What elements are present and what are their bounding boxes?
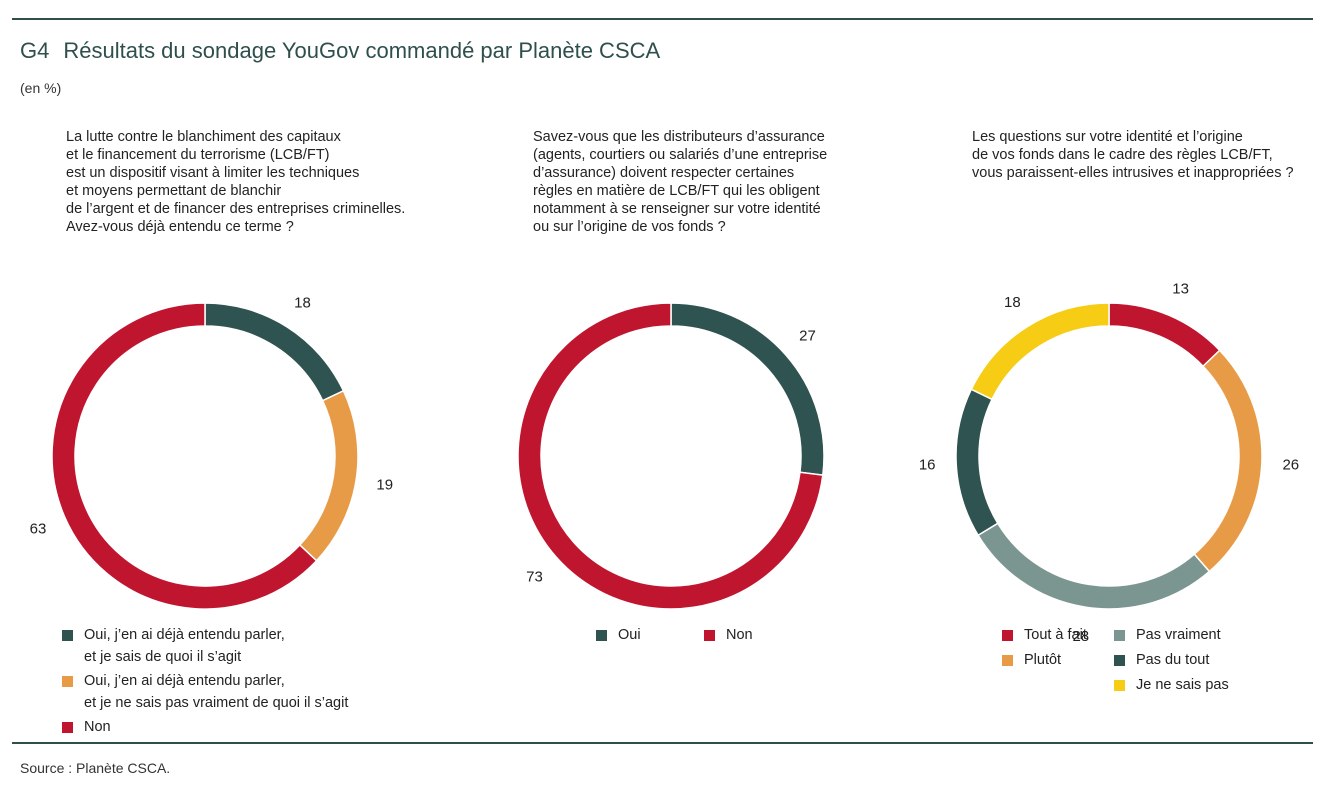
figure-title-text: Résultats du sondage YouGov commandé par… [63, 38, 661, 63]
donut-3-slice-4 [955, 388, 999, 537]
legend-line: Tout à fait [1024, 627, 1087, 643]
question-line: de l’argent et de financer des entrepris… [66, 201, 406, 217]
question-line: est un dispositif visant à limiter les t… [66, 165, 360, 181]
question-line: règles en matière de LCB/FT qui les obli… [533, 183, 820, 199]
question-line: vous paraissent-elles intrusives et inap… [972, 165, 1294, 181]
question-line: (agents, courtiers ou salariés d’une ent… [533, 147, 828, 163]
legend-line: Non [726, 627, 753, 643]
donut-1-label-1: 18 [294, 294, 311, 311]
question-line: notamment à se renseigner sur votre iden… [533, 201, 821, 217]
legend-line: Oui, j’en ai déjà entendu parler, [84, 627, 285, 643]
legend-swatch [1114, 680, 1125, 691]
donut-1-slice-3 [51, 302, 318, 610]
top-rule [12, 18, 1313, 20]
legend-swatch [596, 630, 607, 641]
question-line: ou sur l’origine de vos fonds ? [533, 219, 726, 235]
donut-3-slice-2 [1193, 349, 1263, 573]
question-line: et moyens permettant de blanchir [66, 183, 282, 199]
legend-label: Pas vraiment [1136, 624, 1221, 646]
question-line: Avez-vous déjà entendu ce terme ? [66, 219, 294, 235]
figure-title: G4 Résultats du sondage YouGov commandé p… [20, 38, 660, 64]
donut-2-label-2: 73 [526, 568, 543, 585]
bottom-rule [12, 742, 1313, 744]
legend-label: Non [84, 716, 111, 738]
donut-3-slice-5 [970, 302, 1110, 401]
legend-label: Oui [618, 624, 641, 646]
donut-3-label-3: 28 [1072, 628, 1089, 645]
question-line: et le financement du terrorisme (LCB/FT) [66, 147, 330, 163]
legend-swatch [704, 630, 715, 641]
legend-label: Non [726, 624, 753, 646]
donut-3-label-1: 13 [1172, 281, 1189, 298]
unit-label: (en %) [20, 80, 62, 96]
legend-line: et je ne sais pas vraiment de quoi il s’… [84, 695, 349, 711]
question-line: de vos fonds dans le cadre des règles LC… [972, 147, 1273, 163]
donut-1-slice-1 [204, 302, 345, 402]
donut-3-label-2: 26 [1282, 456, 1299, 473]
donut-1-label-3: 63 [30, 520, 47, 537]
question-2: Savez-vous que les distributeurs d’assur… [533, 128, 827, 236]
legend-swatch [62, 676, 73, 687]
legend-line: Pas vraiment [1136, 627, 1221, 643]
donut-3-label-4: 16 [919, 456, 936, 473]
legend-label: Oui, j’en ai déjà entendu parler, et je n… [84, 670, 348, 714]
legend-line: et je sais de quoi il s’agit [84, 649, 242, 665]
legend-line: Oui, j’en ai déjà entendu parler, [84, 673, 285, 689]
legend-swatch [62, 722, 73, 733]
legend-swatch [1114, 630, 1125, 641]
legend-line: Oui [618, 627, 641, 643]
legend-label: Pas du tout [1136, 649, 1209, 671]
legend-label: Oui, j’en ai déjà entendu parler, et je s… [84, 624, 285, 668]
source-note: Source : Planète CSCA. [20, 760, 171, 776]
legend-line: Non [84, 719, 111, 735]
legend-line: Plutôt [1024, 652, 1062, 668]
donut-2-label-1: 27 [799, 328, 816, 345]
donut-1-label-2: 19 [376, 476, 393, 493]
donut-3-slice-1 [1108, 302, 1221, 368]
question-3: Les questions sur votre identité et l’or… [972, 128, 1294, 182]
legend-swatch [1114, 655, 1125, 666]
question-line: d’assurance) doivent respecter certaines [533, 165, 795, 181]
legend-swatch [1002, 655, 1013, 666]
question-line: Les questions sur votre identité et l’or… [972, 129, 1243, 145]
legend-swatch [62, 630, 73, 641]
question-line: Savez-vous que les distributeurs d’assur… [533, 129, 825, 145]
legend-line: Pas du tout [1136, 652, 1210, 668]
figure-code: G4 [20, 38, 50, 63]
legend-label: Plutôt [1024, 649, 1061, 671]
legend-swatch [1002, 630, 1013, 641]
question-1: La lutte contre le blanchiment des capit… [66, 128, 405, 236]
legend-line: Je ne sais pas [1136, 677, 1229, 693]
donut-3-label-5: 18 [1004, 294, 1021, 311]
donut-3-slice-3 [977, 522, 1211, 610]
donut-1-slice-2 [298, 389, 359, 562]
legend-label: Je ne sais pas [1136, 674, 1229, 696]
donut-2-slice-2 [517, 302, 824, 610]
question-line: La lutte contre le blanchiment des capit… [66, 129, 341, 145]
legend-label: Tout à fait [1024, 624, 1087, 646]
